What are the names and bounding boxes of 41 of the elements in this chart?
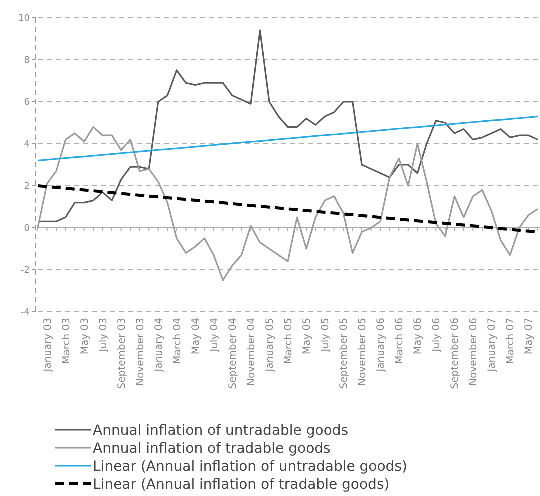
x-tick-label: January 03 (42, 318, 54, 373)
line-series (37, 30, 539, 222)
x-tick-label: January 05 (264, 318, 276, 373)
y-tick-label: 2 (24, 182, 30, 192)
x-tick-label: July 04 (209, 318, 220, 353)
x-tick-label: May 04 (190, 318, 202, 355)
y-tick-label: -2 (21, 266, 30, 276)
x-tick-label: November 04 (246, 318, 258, 386)
x-tick-label: July 05 (320, 318, 332, 353)
y-tick-label: 6 (24, 98, 30, 108)
x-tick-label: March 06 (394, 318, 406, 364)
x-tick-label: September 06 (450, 318, 462, 390)
legend-label: Annual inflation of tradable goods (93, 440, 331, 457)
x-tick-label: May 07 (524, 318, 536, 355)
x-tick-label: November 03 (135, 318, 146, 386)
x-tick-label: November 05 (358, 318, 369, 386)
x-tick-label: July 06 (432, 318, 443, 353)
x-tick-label: May 05 (302, 318, 314, 355)
x-tick-label: March 05 (284, 318, 294, 364)
x-tick-label: November 06 (468, 318, 480, 386)
x-tick-label: September 03 (116, 318, 128, 390)
x-tick-label: January 07 (487, 318, 498, 373)
y-tick-label: 8 (24, 56, 30, 66)
x-tick-label: January 04 (154, 318, 165, 373)
line-series (37, 116, 539, 162)
y-tick-label: -4 (21, 308, 30, 318)
x-tick-label: March 03 (61, 318, 72, 364)
x-tick-label: January 06 (376, 318, 388, 373)
y-tick-label: 10 (18, 14, 30, 24)
x-tick-label: March 04 (172, 318, 184, 364)
legend-label: Linear (Annual inflation of tradable goods) (93, 476, 390, 493)
y-tick-label: 4 (24, 140, 30, 150)
x-tick-label: September 05 (339, 318, 350, 390)
legend-label: Linear (Annual inflation of untradable goods) (93, 458, 408, 475)
x-tick-label: March 07 (506, 318, 517, 364)
x-tick-label: May 06 (413, 318, 424, 355)
x-tick-label: May 03 (80, 318, 91, 355)
x-tick-label: September 04 (228, 318, 239, 390)
legend-label: Annual inflation of untradable goods (93, 422, 349, 439)
y-tick-label: 0 (24, 224, 30, 234)
x-tick-label: July 03 (98, 318, 110, 353)
